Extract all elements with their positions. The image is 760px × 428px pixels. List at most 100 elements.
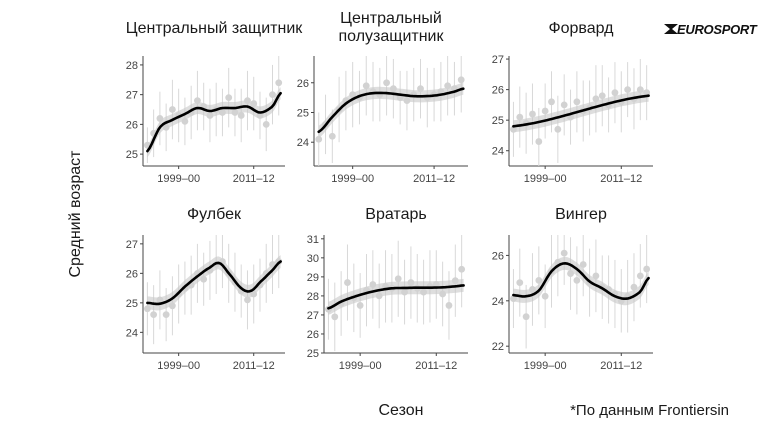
- y-tick-label: 29: [307, 272, 319, 284]
- data-point: [244, 97, 251, 104]
- trend-line: [327, 284, 465, 310]
- data-point: [598, 92, 606, 100]
- data-point: [275, 79, 283, 87]
- data-point: [541, 292, 549, 300]
- data-point: [156, 115, 164, 122]
- y-tick-label: 25: [307, 348, 319, 360]
- data-point: [262, 120, 270, 128]
- data-point: [356, 302, 364, 309]
- y-tick-label: 26: [297, 78, 309, 90]
- data-point: [256, 112, 264, 119]
- data-point: [269, 91, 276, 99]
- data-point: [535, 276, 543, 284]
- data-point: [451, 277, 459, 285]
- data-point: [567, 270, 574, 277]
- data-point: [401, 288, 408, 296]
- panel-title: Центральный защитник: [126, 20, 304, 37]
- data-point: [457, 76, 465, 84]
- trend-line: [512, 262, 650, 300]
- y-tick-label: 31: [307, 234, 319, 246]
- data-point: [420, 288, 427, 296]
- data-point: [181, 118, 189, 125]
- y-tick-label: 26: [126, 268, 138, 280]
- y-tick-label: 27: [126, 90, 138, 102]
- trend-line: [512, 94, 650, 128]
- data-point: [522, 313, 530, 321]
- x-tick-label: 2011–12: [600, 173, 642, 185]
- panel-title: Форвард: [548, 20, 614, 37]
- data-point: [250, 290, 258, 298]
- data-point: [541, 107, 549, 115]
- data-point: [315, 135, 323, 143]
- data-point: [344, 279, 351, 286]
- data-point: [444, 82, 452, 90]
- panel-title: Центральный: [340, 10, 442, 27]
- data-point: [643, 265, 651, 273]
- data-point: [150, 311, 158, 319]
- y-tick-label: 22: [492, 341, 504, 353]
- x-tick-label: 1999–00: [339, 360, 382, 372]
- trend-line: [146, 260, 282, 306]
- data-point: [369, 281, 377, 288]
- data-point: [219, 109, 226, 116]
- data-point: [156, 296, 164, 304]
- data-point: [200, 275, 208, 283]
- panel-3: Форвард 24 25 26 27 1999–00 2011–12: [492, 20, 653, 185]
- panel-1: Центральный защитник 25 26 27 28 1999–00 2011–…: [126, 20, 304, 185]
- y-tick-label: 26: [492, 85, 504, 97]
- y-tick-label: 27: [126, 239, 138, 251]
- data-point: [206, 112, 214, 119]
- x-tick-label: 2011–12: [413, 173, 455, 185]
- y-tick-label: 24: [492, 296, 504, 308]
- data-point: [244, 296, 251, 304]
- data-point: [592, 272, 600, 280]
- data-point: [407, 279, 415, 286]
- y-tick-label: 25: [492, 115, 504, 127]
- data-point: [636, 86, 644, 94]
- y-tick-label: 28: [307, 291, 319, 303]
- x-tick-label: 1999–00: [157, 360, 200, 372]
- data-point: [579, 261, 587, 268]
- x-axis-title: Сезон: [379, 402, 424, 419]
- data-point: [624, 86, 632, 94]
- data-point: [328, 132, 336, 140]
- data-point: [383, 79, 390, 87]
- panel-title: Вратарь: [365, 206, 426, 223]
- panels: Центральный защитник 25 26 27 28 1999–00 2011–…: [126, 10, 653, 372]
- data-point: [331, 313, 339, 321]
- data-point: [529, 286, 536, 293]
- data-point: [231, 109, 239, 116]
- data-point: [225, 94, 233, 102]
- panel-title: Фулбек: [187, 206, 242, 223]
- eurosport-logo-text: EUROSPORT: [677, 22, 758, 37]
- data-point: [417, 85, 424, 93]
- x-tick-label: 1999–00: [524, 173, 567, 185]
- data-point: [439, 290, 447, 298]
- trend-line: [317, 87, 465, 134]
- data-point: [510, 295, 517, 302]
- data-point: [554, 125, 562, 133]
- eurosport-logo: EUROSPORT: [664, 22, 758, 37]
- data-point: [194, 97, 201, 104]
- y-tick-label: 25: [126, 298, 138, 310]
- data-point: [143, 305, 151, 313]
- panel-title: полузащитник: [339, 28, 445, 45]
- y-tick-label: 26: [307, 329, 319, 341]
- y-tick-label: 24: [297, 137, 309, 149]
- panel-5: Вратарь 25 26 27 28 29 30 31 1999–00 2011–12: [307, 206, 468, 372]
- data-point: [445, 302, 453, 309]
- data-point: [510, 125, 517, 133]
- data-point: [573, 276, 581, 284]
- panel-6: Вингер 22 24 26 1999–00 2011–12: [492, 206, 653, 372]
- data-point: [362, 82, 370, 90]
- data-point: [573, 98, 581, 106]
- panel-4: Фулбек 24 25 26 27 1999–00 2011–12: [126, 206, 285, 372]
- x-tick-label: 2011–12: [233, 173, 275, 185]
- y-tick-label: 30: [307, 253, 319, 265]
- data-point: [611, 89, 619, 97]
- data-point: [237, 112, 245, 119]
- y-tick-label: 25: [126, 149, 138, 161]
- source-note: *По данным Frontiersin: [570, 402, 729, 419]
- trend-line: [146, 91, 282, 153]
